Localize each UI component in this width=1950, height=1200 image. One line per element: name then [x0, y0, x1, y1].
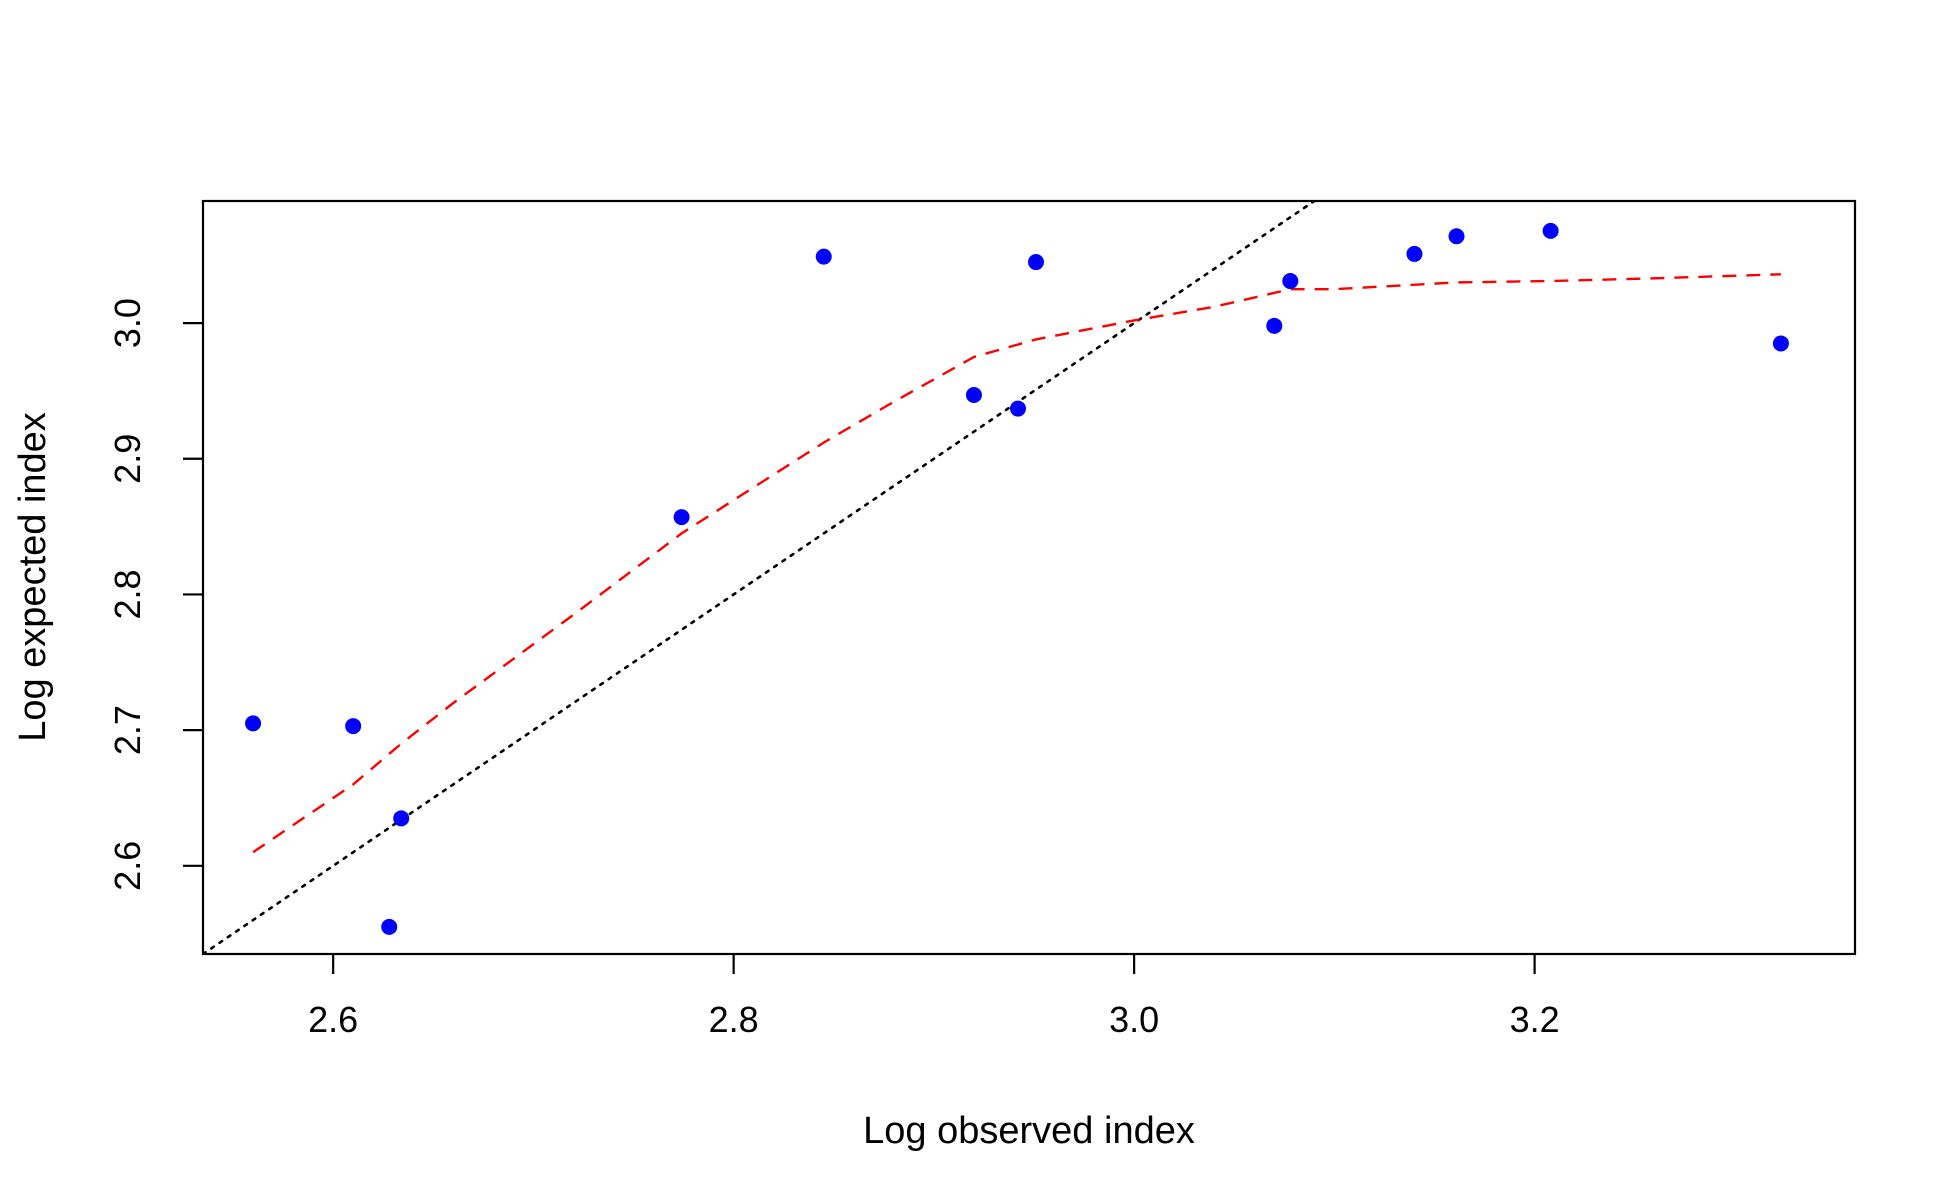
data-point — [393, 810, 410, 827]
y-tick-label: 2.6 — [107, 841, 148, 891]
x-axis-title: Log observed index — [863, 1110, 1195, 1152]
data-point — [815, 248, 832, 265]
data-point — [965, 387, 982, 404]
plot-frame — [201, 199, 1857, 956]
data-point — [1406, 245, 1423, 262]
data-point — [1009, 400, 1026, 417]
data-point — [1028, 254, 1045, 271]
y-tick-label: 2.8 — [107, 569, 148, 619]
data-point — [1448, 228, 1465, 245]
data-point — [673, 509, 690, 526]
y-axis: 2.6 2.7 2.8 2.9 3.0 — [107, 298, 203, 891]
data-point — [1772, 335, 1789, 352]
reference-line — [203, 201, 1317, 954]
data-point — [1282, 273, 1299, 290]
x-tick-label: 3.2 — [1510, 999, 1560, 1040]
x-tick-label: 2.6 — [308, 999, 358, 1040]
y-tick-label: 2.9 — [107, 434, 148, 484]
y-tick-label: 3.0 — [107, 298, 148, 348]
data-point — [245, 715, 262, 732]
data-point — [381, 918, 398, 935]
smooth-line — [252, 273, 1781, 854]
data-point — [1542, 222, 1559, 239]
x-tick-label: 3.0 — [1109, 999, 1159, 1040]
x-tick-label: 2.8 — [709, 999, 759, 1040]
y-tick-label: 2.7 — [107, 705, 148, 755]
data-point — [1266, 317, 1283, 334]
data-point — [345, 718, 362, 735]
y-axis-title: Log expected index — [12, 412, 54, 742]
x-axis: 2.6 2.8 3.0 3.2 — [308, 954, 1560, 1040]
